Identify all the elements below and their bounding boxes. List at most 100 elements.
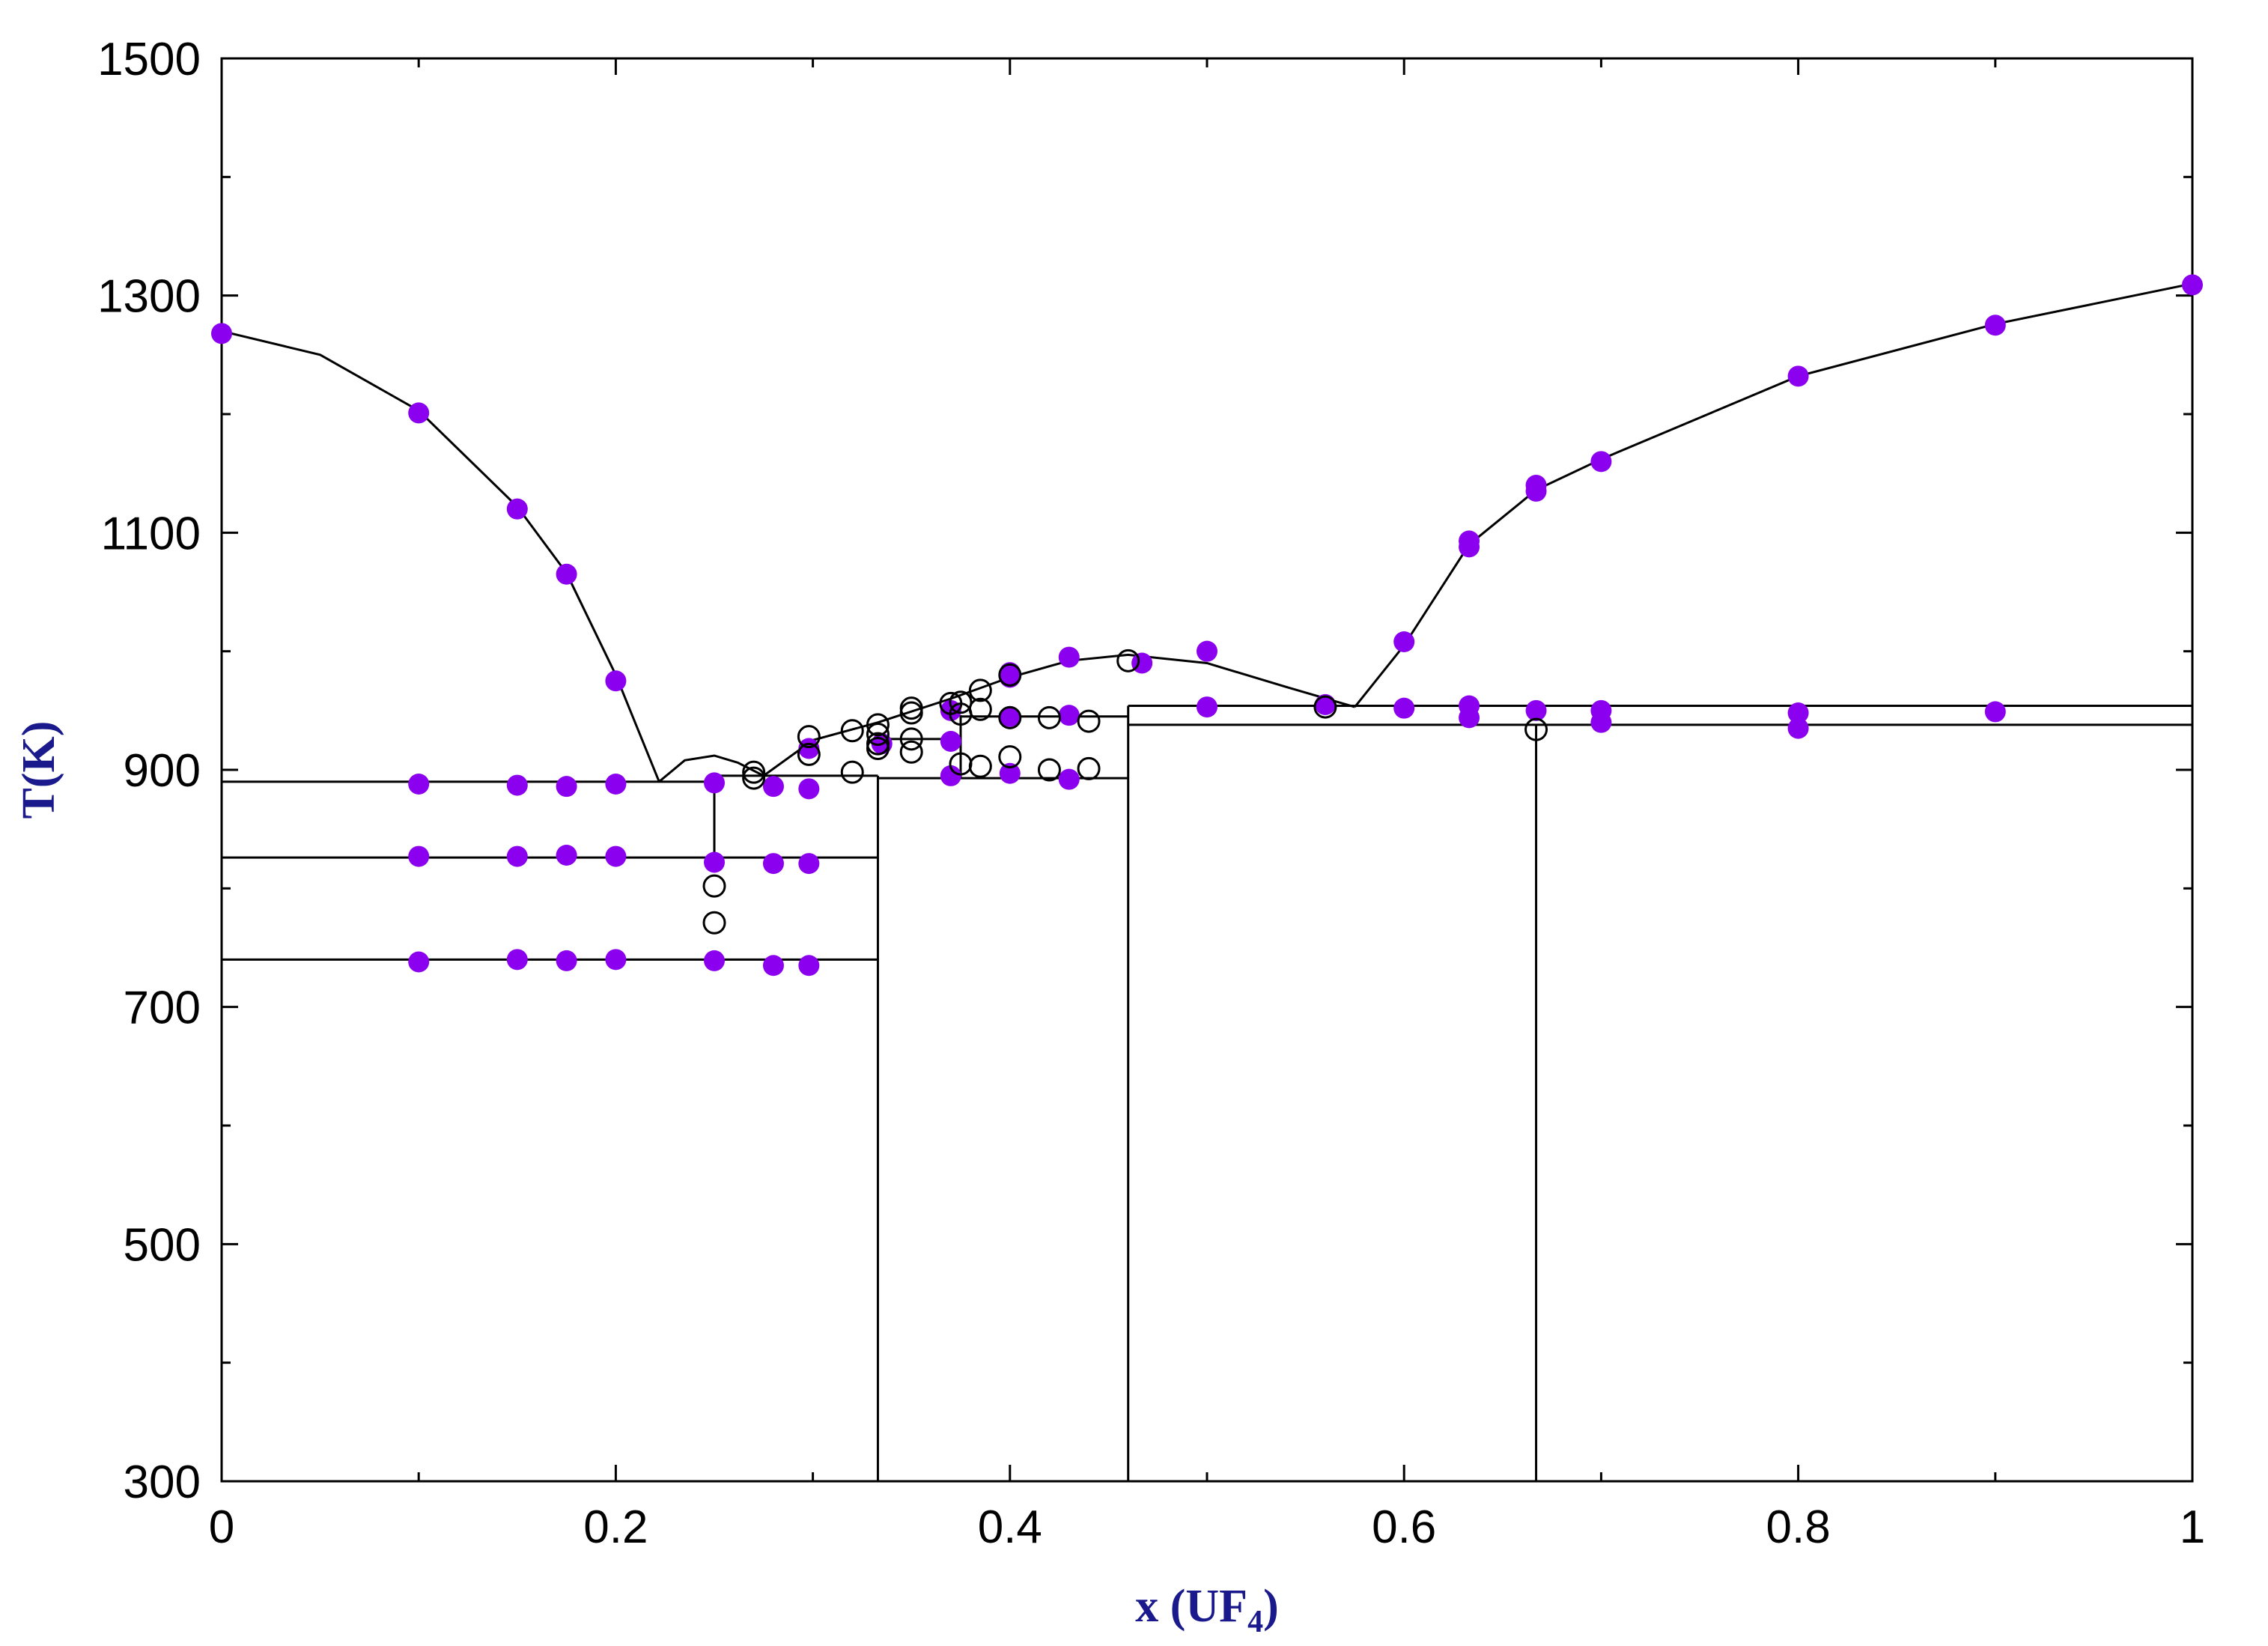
filled-data-point [1459, 536, 1480, 558]
filled-data-point [940, 731, 961, 752]
filled-data-point [1787, 702, 1809, 723]
x-tick-label: 0.4 [978, 1501, 1042, 1553]
filled-data-point [408, 402, 430, 424]
open-data-point [998, 705, 1022, 729]
filled-data-point [798, 738, 820, 759]
filled-data-point [798, 778, 820, 800]
filled-data-point [605, 774, 627, 795]
open-data-point [797, 742, 821, 766]
open-data-point [866, 723, 890, 746]
filled-data-point [798, 955, 820, 977]
filled-data-point [1525, 699, 1547, 721]
liquidus-curve [762, 653, 1355, 777]
filled-data-point [605, 670, 627, 692]
open-data-point [949, 690, 973, 714]
open-data-point [866, 737, 890, 760]
filled-data-point [704, 772, 725, 794]
filled-data-point [762, 853, 784, 875]
open-data-point [840, 760, 864, 784]
filled-data-point [506, 498, 528, 520]
filled-data-point [1590, 451, 1612, 473]
open-data-point [1037, 705, 1061, 729]
filled-data-point [556, 950, 577, 971]
phase-boundary-lines [221, 282, 2193, 1481]
y-tick-label: 1100 [101, 508, 201, 559]
filled-data-point [762, 955, 784, 977]
filled-data-point [798, 853, 820, 875]
filled-data-point [999, 705, 1021, 727]
filled-data-point [1314, 693, 1336, 715]
filled-data-point [1058, 768, 1080, 790]
filled-data-point [1393, 697, 1415, 719]
open-data-point [840, 719, 864, 743]
liquidus-curve [658, 754, 764, 783]
filled-data-point [1787, 717, 1809, 739]
open-data-point [1037, 758, 1061, 782]
filled-data-point [1393, 631, 1415, 652]
filled-data-point [940, 765, 961, 786]
open-data-point [797, 725, 821, 749]
filled-data-point [1984, 701, 2006, 723]
y-tick-label: 700 [124, 983, 201, 1034]
open-data-point [968, 697, 992, 721]
filled-data-point [1525, 480, 1547, 502]
open-data-point [702, 874, 726, 898]
filled-data-point [408, 845, 430, 867]
filled-data-point [556, 563, 577, 585]
y-tick-label: 1300 [97, 271, 201, 323]
filled-data-point [762, 776, 784, 798]
filled-data-point [506, 774, 528, 796]
y-tick-label: 500 [124, 1219, 201, 1271]
filled-data-point [1058, 705, 1080, 726]
filled-data-point [999, 762, 1021, 784]
x-tick-label: 0.8 [1766, 1501, 1830, 1553]
data-markers [211, 274, 2203, 977]
y-tick-label: 900 [124, 745, 201, 797]
x-tick-label: 0 [209, 1501, 234, 1553]
liquidus-curve [1354, 282, 2193, 708]
liquidus-curve [221, 329, 660, 783]
filled-data-point [506, 845, 528, 867]
open-data-point [1077, 756, 1101, 780]
filled-data-point [704, 851, 725, 873]
x-tick-label: 0.6 [1372, 1501, 1436, 1553]
open-data-point [742, 766, 766, 790]
filled-data-point [506, 949, 528, 971]
open-data-point [702, 911, 726, 935]
filled-data-point [1787, 365, 1809, 387]
filled-data-point [999, 666, 1021, 688]
open-data-point [899, 727, 923, 751]
x-axis-title: x (UF4) [1135, 1581, 1278, 1639]
filled-data-point [2182, 274, 2203, 296]
open-data-point [998, 663, 1022, 687]
filled-data-point [556, 776, 577, 798]
filled-data-point [1131, 652, 1153, 674]
filled-data-point [1984, 315, 2006, 336]
filled-data-point [211, 323, 232, 344]
open-data-point [742, 760, 766, 784]
open-data-point [1313, 695, 1337, 719]
open-data-point [899, 701, 923, 725]
filled-data-point [605, 845, 627, 867]
filled-data-point [1197, 696, 1217, 718]
open-data-point [1077, 709, 1101, 733]
filled-data-point [1197, 640, 1217, 662]
plot-frame [220, 57, 2194, 1483]
x-tick-label: 1 [2180, 1501, 2205, 1553]
open-data-point [1524, 717, 1548, 741]
open-data-point [866, 713, 890, 737]
filled-data-point [1058, 646, 1080, 668]
filled-data-point [704, 950, 725, 971]
open-data-point [968, 754, 992, 778]
y-axis-title: T(K) [13, 721, 64, 819]
open-data-point [968, 678, 992, 702]
y-tick-label: 300 [124, 1457, 201, 1508]
y-tick-label: 1500 [97, 34, 201, 85]
x-tick-label: 0.2 [583, 1501, 648, 1553]
filled-data-point [408, 951, 430, 973]
open-data-point [998, 745, 1022, 769]
filled-data-point [408, 774, 430, 795]
filled-data-point [1590, 711, 1612, 733]
open-data-point [899, 740, 923, 764]
